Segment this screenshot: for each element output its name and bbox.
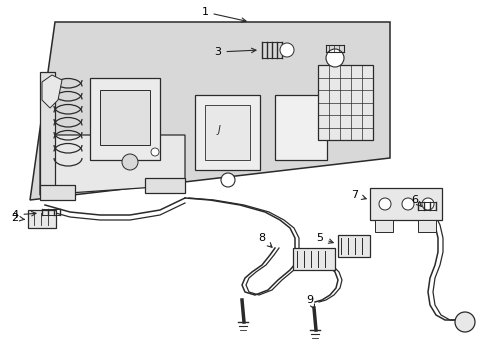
Text: 9: 9 bbox=[306, 295, 314, 309]
Polygon shape bbox=[40, 135, 184, 195]
Text: 3: 3 bbox=[214, 47, 255, 57]
Circle shape bbox=[454, 312, 474, 332]
Text: 8: 8 bbox=[258, 233, 271, 247]
Polygon shape bbox=[40, 72, 55, 195]
Polygon shape bbox=[42, 75, 62, 108]
Bar bbox=[417, 220, 435, 232]
Polygon shape bbox=[30, 22, 389, 200]
Polygon shape bbox=[40, 185, 75, 200]
Bar bbox=[195, 95, 260, 170]
Bar bbox=[28, 210, 56, 228]
Text: 6: 6 bbox=[411, 195, 421, 206]
Text: 5: 5 bbox=[316, 233, 332, 243]
FancyBboxPatch shape bbox=[369, 188, 441, 220]
Bar bbox=[317, 65, 372, 140]
Text: J: J bbox=[218, 125, 221, 135]
Circle shape bbox=[221, 173, 235, 187]
Circle shape bbox=[378, 198, 390, 210]
Circle shape bbox=[151, 148, 159, 156]
Text: 2: 2 bbox=[11, 213, 24, 223]
Circle shape bbox=[325, 49, 343, 67]
Circle shape bbox=[280, 43, 293, 57]
Bar bbox=[374, 220, 392, 232]
Polygon shape bbox=[90, 78, 160, 160]
Text: 4: 4 bbox=[11, 210, 36, 220]
Text: 7: 7 bbox=[351, 190, 366, 200]
Circle shape bbox=[421, 198, 433, 210]
Polygon shape bbox=[145, 178, 184, 193]
Text: 1: 1 bbox=[201, 7, 245, 22]
Circle shape bbox=[122, 154, 138, 170]
Bar bbox=[274, 95, 326, 160]
Bar bbox=[292, 248, 334, 270]
Circle shape bbox=[401, 198, 413, 210]
Bar bbox=[204, 105, 249, 160]
Bar bbox=[337, 235, 369, 257]
Bar bbox=[100, 90, 150, 145]
